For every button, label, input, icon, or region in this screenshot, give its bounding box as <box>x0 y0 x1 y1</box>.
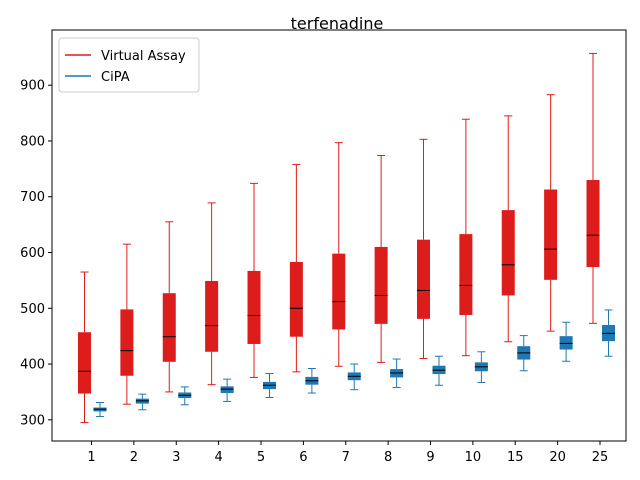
y-tick-label: 400 <box>20 358 45 373</box>
virtual-assay-box <box>544 189 558 280</box>
y-tick-label: 600 <box>20 246 45 261</box>
axes-frame <box>51 29 627 442</box>
x-tick-label: 7 <box>342 450 350 465</box>
chart-title: terfenadine <box>291 14 384 33</box>
x-tick-label: 8 <box>384 450 392 465</box>
virtual-assay-box <box>162 293 176 362</box>
legend-label-cipa: CiPA <box>101 70 130 85</box>
x-tick-label: 10 <box>465 450 482 465</box>
y-tick-label: 500 <box>20 302 45 317</box>
x-tick-label: 6 <box>299 450 307 465</box>
cipa-box <box>559 336 573 350</box>
x-tick-label: 3 <box>172 450 180 465</box>
y-tick-label: 300 <box>20 413 45 428</box>
x-tick-label: 15 <box>507 450 524 465</box>
virtual-assay-box <box>586 180 600 268</box>
x-tick-label: 25 <box>592 450 609 465</box>
x-tick-label: 5 <box>257 450 265 465</box>
legend-label-virtual-assay: Virtual Assay <box>101 49 186 64</box>
virtual-assay-box <box>289 261 303 337</box>
virtual-assay-box <box>120 309 134 376</box>
legend-box <box>58 37 200 93</box>
virtual-assay-box <box>332 253 346 330</box>
x-tick-label: 1 <box>87 450 95 465</box>
legend: Virtual Assay CiPA <box>58 37 200 93</box>
y-tick-label: 700 <box>20 190 45 205</box>
virtual-assay-box <box>459 234 473 315</box>
virtual-assay-box <box>205 280 219 352</box>
virtual-assay-box <box>78 332 91 394</box>
virtual-assay-box <box>417 239 430 319</box>
x-tick-label: 4 <box>214 450 222 465</box>
virtual-assay-box <box>501 210 515 296</box>
virtual-assay-box <box>374 246 388 324</box>
plot-area: 300 400 500 600 700 800 900 1 2 3 4 5 6 7 8 9 10 15 20 25 <box>20 52 615 465</box>
x-tick-label: 20 <box>549 450 566 465</box>
x-tick-label: 9 <box>426 450 434 465</box>
cipa-box <box>220 386 234 394</box>
virtual-assay-box <box>247 270 261 344</box>
y-tick-label: 900 <box>20 79 45 94</box>
x-tick-label: 2 <box>130 450 138 465</box>
y-tick-label: 800 <box>20 134 45 149</box>
